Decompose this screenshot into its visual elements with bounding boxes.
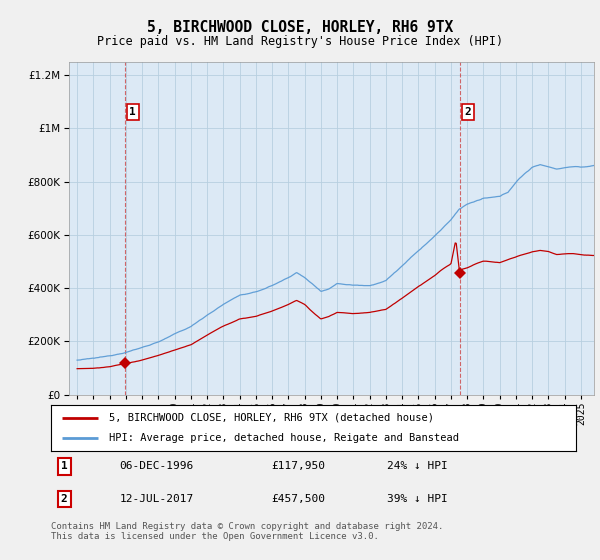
Text: 1: 1	[61, 461, 67, 472]
Text: 1: 1	[130, 108, 136, 117]
Text: 12-JUL-2017: 12-JUL-2017	[119, 494, 193, 503]
Text: £117,950: £117,950	[271, 461, 325, 472]
Text: HPI: Average price, detached house, Reigate and Banstead: HPI: Average price, detached house, Reig…	[109, 433, 459, 443]
Text: 2: 2	[61, 494, 67, 503]
Text: 2: 2	[464, 108, 471, 117]
Text: Price paid vs. HM Land Registry's House Price Index (HPI): Price paid vs. HM Land Registry's House …	[97, 35, 503, 48]
Text: 5, BIRCHWOOD CLOSE, HORLEY, RH6 9TX (detached house): 5, BIRCHWOOD CLOSE, HORLEY, RH6 9TX (det…	[109, 413, 434, 423]
Text: £457,500: £457,500	[271, 494, 325, 503]
Text: 06-DEC-1996: 06-DEC-1996	[119, 461, 193, 472]
Text: 39% ↓ HPI: 39% ↓ HPI	[387, 494, 448, 503]
Text: Contains HM Land Registry data © Crown copyright and database right 2024.
This d: Contains HM Land Registry data © Crown c…	[51, 522, 443, 542]
Text: 5, BIRCHWOOD CLOSE, HORLEY, RH6 9TX: 5, BIRCHWOOD CLOSE, HORLEY, RH6 9TX	[147, 20, 453, 35]
Text: 24% ↓ HPI: 24% ↓ HPI	[387, 461, 448, 472]
